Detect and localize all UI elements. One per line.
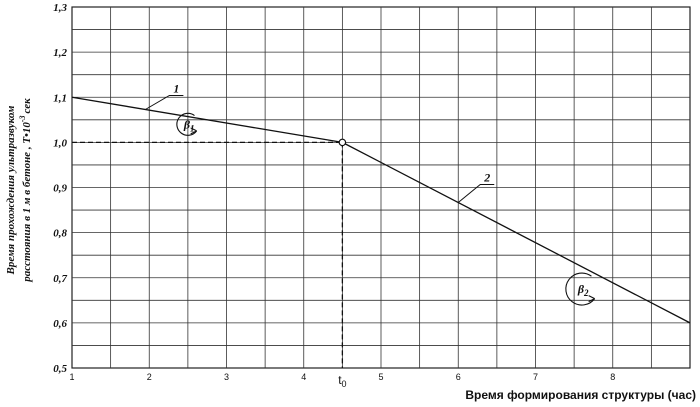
y-axis-label-line2: расстояния в 1 м в бетоне , T•10-3сек bbox=[18, 98, 33, 283]
x-tick-label: 3 bbox=[224, 372, 229, 382]
x-tick-label: 5 bbox=[378, 372, 383, 382]
annotations: 1 2 t0 β1 β2 bbox=[145, 81, 596, 389]
angle-arrow-2 bbox=[588, 295, 595, 303]
y-tick-label: 1,1 bbox=[53, 92, 67, 104]
series-lines bbox=[71, 96, 691, 324]
y-tick-label: 0,8 bbox=[53, 228, 67, 240]
x-tick-label: 4 bbox=[301, 372, 306, 382]
series-line-1 bbox=[71, 96, 343, 144]
angle-label-1: β1 bbox=[183, 117, 195, 133]
series-2-label: 2 bbox=[483, 171, 490, 185]
angle-arc-2 bbox=[565, 272, 596, 306]
angle-label-subscript-2: 2 bbox=[583, 288, 589, 298]
x-tick-label: 7 bbox=[533, 372, 538, 382]
x-tick-label: 2 bbox=[147, 372, 152, 382]
y-axis-label: Время прохождения ультразвуком расстояни… bbox=[5, 98, 33, 283]
x-axis-ticks: 1 2 3 4 5 6 7 8 bbox=[69, 372, 615, 382]
angle-arc-1 bbox=[176, 112, 198, 136]
y-tick-label: 0,7 bbox=[53, 273, 67, 285]
t0-guide-lines bbox=[72, 141, 344, 368]
y-tick-label: 1,3 bbox=[53, 2, 67, 14]
t0-label: t0 bbox=[338, 373, 346, 389]
x-axis-label: Время формирования структуры (час) bbox=[465, 388, 696, 402]
series-2-leader bbox=[457, 184, 495, 203]
x-tick-label: 1 bbox=[69, 372, 74, 382]
t0-label-subscript: 0 bbox=[342, 379, 347, 389]
x-tick-label: 8 bbox=[610, 372, 615, 382]
y-axis-label-superscript: -3 bbox=[18, 115, 27, 122]
series-1-label: 1 bbox=[173, 81, 179, 95]
y-tick-label: 1,2 bbox=[53, 47, 67, 59]
y-axis-ticks: 0,5 0,6 0,7 0,8 0,9 1,0 1,1 1,2 1,3 bbox=[53, 2, 67, 375]
y-axis-label-line2-text: расстояния в 1 м в бетоне , T•10 bbox=[21, 122, 33, 283]
angle-arrow-1 bbox=[190, 127, 197, 135]
grid bbox=[71, 6, 691, 369]
y-tick-label: 0,6 bbox=[53, 318, 67, 330]
t0-marker bbox=[338, 138, 347, 147]
series-1-leader bbox=[145, 94, 184, 110]
y-tick-label: 0,9 bbox=[53, 183, 67, 195]
y-tick-label: 1,0 bbox=[53, 137, 67, 149]
x-tick-label: 6 bbox=[456, 372, 461, 382]
y-axis-label-line1: Время прохождения ультразвуком bbox=[5, 105, 17, 275]
angle-label-2: β2 bbox=[577, 282, 589, 298]
series-line-2 bbox=[342, 141, 691, 324]
y-axis-label-unit: сек bbox=[21, 98, 33, 114]
angle-label-subscript-1: 1 bbox=[190, 123, 195, 133]
y-tick-label: 0,5 bbox=[53, 363, 67, 375]
